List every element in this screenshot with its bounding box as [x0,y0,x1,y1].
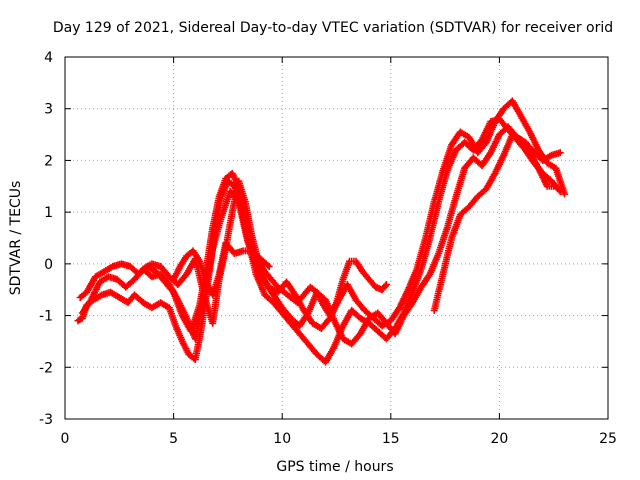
data-point-track [78,123,564,348]
grid-lines [65,57,608,419]
series-track-3 [78,123,564,348]
y-tick-label: 1 [44,205,53,221]
x-tick-label: 15 [382,431,400,447]
x-tick-label: 0 [61,431,70,447]
y-tick-label: 4 [44,50,53,66]
x-tick-label: 20 [490,431,508,447]
series-track-6 [430,131,560,314]
series-track-5 [170,239,273,299]
y-tick-label: -2 [39,360,53,376]
data-marks [74,97,569,366]
y-tick-label: 0 [44,257,53,273]
data-point-track [430,131,560,314]
x-axis-label: GPS time / hours [276,459,393,475]
y-tick-label: 2 [44,153,53,169]
axis-ticks: 0 5 10 15 20 25 -3 -2 -1 0 1 2 3 4 [39,50,617,447]
plot-frame [64,56,609,420]
x-tick-label: 25 [599,431,617,447]
data-point-track [170,239,273,299]
y-tick-label: -3 [39,412,53,428]
y-axis-label: SDTVAR / TECUs [8,181,24,296]
y-tick-label: 3 [44,102,53,118]
x-tick-label: 5 [169,431,178,447]
chart-title: Day 129 of 2021, Sidereal Day-to-day VTE… [53,20,613,36]
x-tick-label: 10 [273,431,291,447]
y-tick-label: -1 [39,309,53,325]
